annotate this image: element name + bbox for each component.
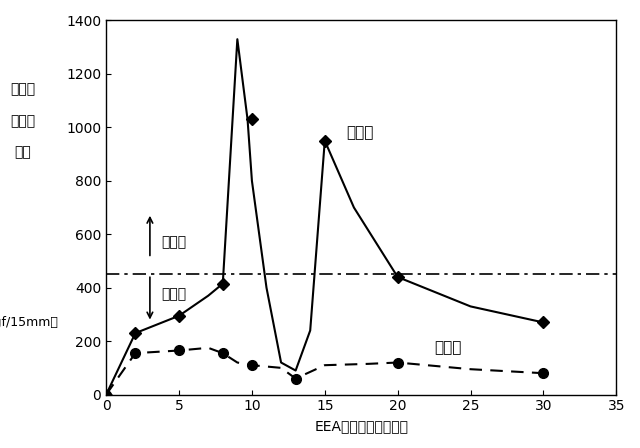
Text: 高削断: 高削断 bbox=[347, 125, 374, 140]
Text: 強度: 強度 bbox=[14, 145, 31, 159]
Text: 実施例: 実施例 bbox=[161, 235, 187, 249]
Text: 比較例: 比較例 bbox=[161, 287, 187, 302]
X-axis label: EEA配合比（質量％）: EEA配合比（質量％） bbox=[314, 419, 408, 433]
Text: （gf/15mm）: （gf/15mm） bbox=[0, 316, 58, 329]
Text: 低削断: 低削断 bbox=[434, 340, 461, 355]
Text: ヒート: ヒート bbox=[10, 82, 35, 97]
Text: シール: シール bbox=[10, 114, 35, 128]
